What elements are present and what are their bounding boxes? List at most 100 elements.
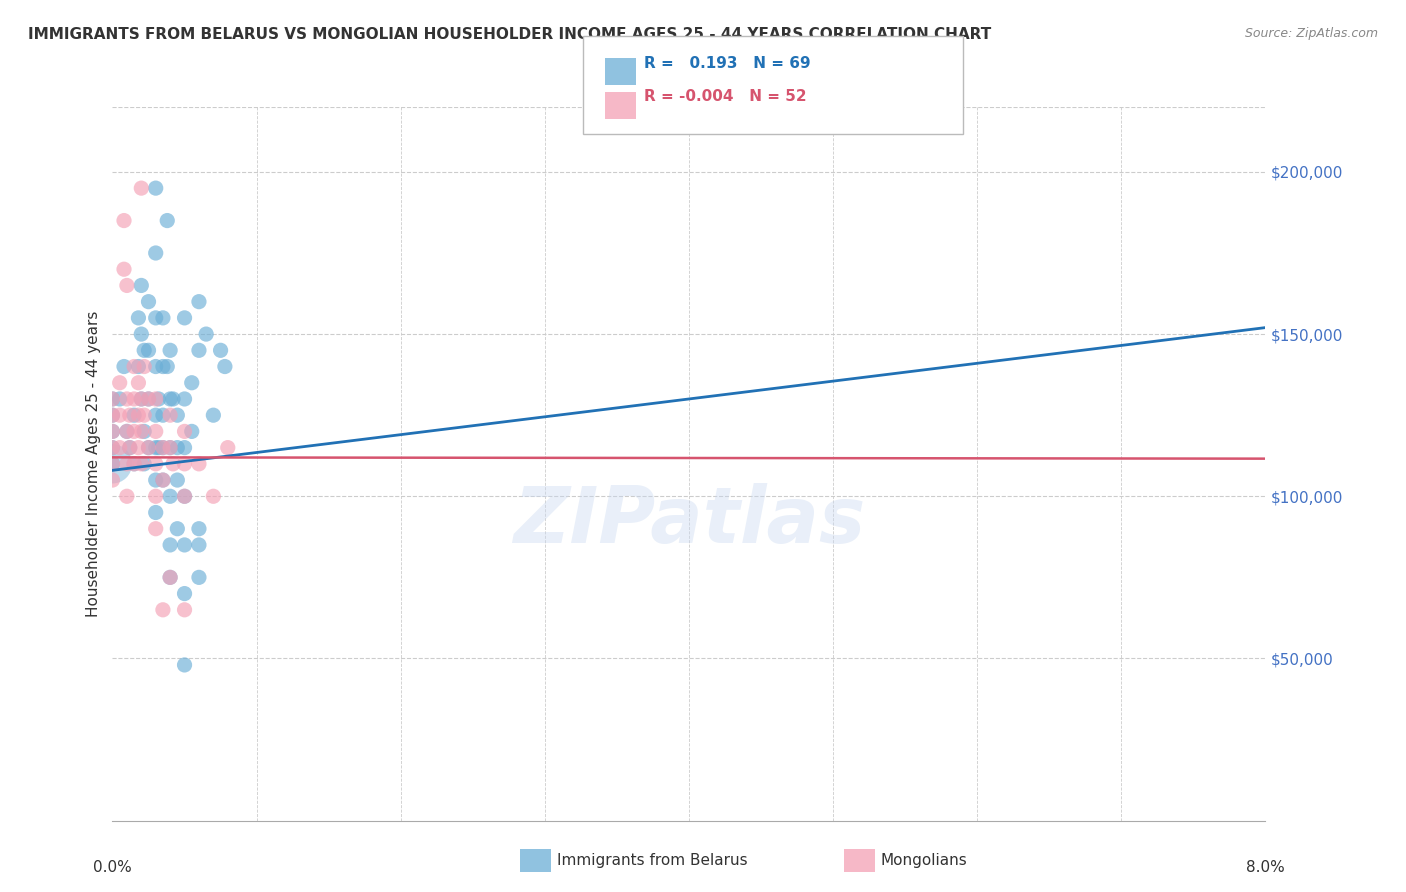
Point: [173, 657, 195, 672]
Point: [159, 441, 181, 455]
Point: [127, 359, 149, 374]
Point: [138, 294, 160, 309]
Text: Source: ZipAtlas.com: Source: ZipAtlas.com: [1244, 27, 1378, 40]
Point: [122, 359, 145, 374]
Point: [145, 425, 167, 439]
Point: [159, 408, 181, 422]
Point: [134, 408, 156, 422]
Point: [188, 457, 211, 471]
Point: [129, 392, 153, 406]
Point: [145, 522, 167, 536]
Point: [159, 343, 181, 358]
Point: [145, 310, 167, 325]
Point: [195, 327, 218, 342]
Point: [108, 376, 131, 390]
Point: [115, 392, 138, 406]
Point: [166, 408, 188, 422]
Point: [145, 408, 167, 422]
Point: [138, 441, 160, 455]
Point: [101, 425, 124, 439]
Point: [159, 570, 181, 584]
Point: [115, 425, 138, 439]
Point: [122, 392, 145, 406]
Point: [118, 441, 141, 455]
Point: [101, 457, 124, 471]
Point: [162, 392, 184, 406]
Point: [148, 392, 170, 406]
Point: [129, 327, 153, 342]
Text: IMMIGRANTS FROM BELARUS VS MONGOLIAN HOUSEHOLDER INCOME AGES 25 - 44 YEARS CORRE: IMMIGRANTS FROM BELARUS VS MONGOLIAN HOU…: [28, 27, 991, 42]
Point: [122, 408, 145, 422]
Point: [152, 310, 174, 325]
Point: [217, 441, 239, 455]
Point: [180, 425, 202, 439]
Point: [129, 457, 153, 471]
Point: [129, 278, 153, 293]
Point: [101, 408, 124, 422]
Point: [152, 603, 174, 617]
Point: [122, 457, 145, 471]
Point: [145, 392, 167, 406]
Point: [173, 489, 195, 503]
Point: [173, 310, 195, 325]
Point: [148, 441, 170, 455]
Text: 0.0%: 0.0%: [93, 860, 132, 874]
Point: [138, 441, 160, 455]
Point: [115, 457, 138, 471]
Point: [134, 425, 156, 439]
Point: [159, 570, 181, 584]
Y-axis label: Householder Income Ages 25 - 44 years: Householder Income Ages 25 - 44 years: [86, 310, 101, 617]
Point: [108, 441, 131, 455]
Point: [145, 473, 167, 487]
Text: 8.0%: 8.0%: [1246, 860, 1285, 874]
Point: [180, 376, 202, 390]
Point: [145, 489, 167, 503]
Point: [166, 522, 188, 536]
Point: [173, 489, 195, 503]
Point: [108, 408, 131, 422]
Point: [152, 359, 174, 374]
Point: [188, 538, 211, 552]
Point: [188, 522, 211, 536]
Point: [188, 570, 211, 584]
Point: [173, 538, 195, 552]
Point: [188, 294, 211, 309]
Text: R =   0.193   N = 69: R = 0.193 N = 69: [644, 56, 811, 71]
Point: [152, 441, 174, 455]
Point: [127, 441, 149, 455]
Point: [127, 310, 149, 325]
Point: [145, 246, 167, 260]
Point: [138, 392, 160, 406]
Point: [162, 457, 184, 471]
Point: [122, 457, 145, 471]
Text: Immigrants from Belarus: Immigrants from Belarus: [557, 854, 748, 868]
Point: [152, 441, 174, 455]
Point: [152, 473, 174, 487]
Point: [188, 343, 211, 358]
Point: [159, 538, 181, 552]
Point: [138, 392, 160, 406]
Point: [173, 586, 195, 600]
Point: [166, 441, 188, 455]
Point: [108, 392, 131, 406]
Point: [202, 408, 225, 422]
Point: [145, 441, 167, 455]
Point: [152, 473, 174, 487]
Point: [159, 441, 181, 455]
Point: [156, 359, 179, 374]
Point: [101, 408, 124, 422]
Point: [112, 359, 135, 374]
Point: [166, 473, 188, 487]
Point: [145, 181, 167, 195]
Point: [159, 392, 181, 406]
Point: [173, 441, 195, 455]
Text: Mongolians: Mongolians: [880, 854, 967, 868]
Point: [145, 457, 167, 471]
Point: [145, 506, 167, 520]
Point: [118, 441, 141, 455]
Point: [101, 392, 124, 406]
Point: [129, 181, 153, 195]
Point: [115, 425, 138, 439]
Point: [145, 359, 167, 374]
Point: [101, 457, 124, 471]
